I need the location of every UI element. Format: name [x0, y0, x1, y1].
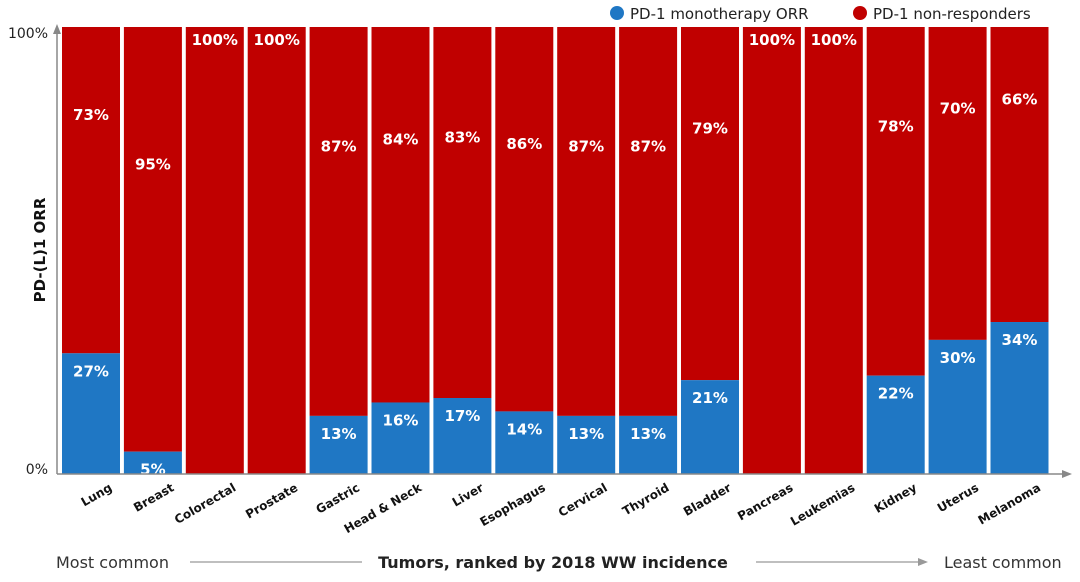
value-label-orr-kidney: 22% [878, 385, 914, 403]
y-tick-top: 100% [8, 26, 48, 42]
bar-non-responders-prostate [247, 27, 306, 474]
bar-orr-lung [62, 353, 120, 474]
bar-non-responders-esophagus [495, 27, 554, 412]
y-tick-bottom: 0% [26, 462, 48, 478]
legend-label-non-responders: PD-1 non-responders [873, 5, 1031, 23]
value-label-non-responders-thyroid: 87% [630, 137, 666, 155]
value-label-orr-breast: 5% [140, 461, 165, 479]
category-label-cervical: Cervical [556, 480, 610, 519]
value-label-orr-lung: 27% [73, 362, 109, 380]
value-label-orr-thyroid: 13% [630, 425, 666, 443]
value-label-non-responders-lung: 73% [73, 106, 109, 124]
category-label-colorectal: Colorectal [172, 480, 238, 526]
value-label-non-responders-colorectal: 100% [192, 31, 238, 49]
bar-orr-breast [123, 451, 182, 474]
x-note-arrowhead [918, 558, 928, 566]
value-label-non-responders-pancreas: 100% [749, 31, 795, 49]
bar-orr-melanoma [990, 322, 1049, 474]
value-label-non-responders-liver: 83% [444, 129, 480, 147]
value-label-orr-gastric: 13% [321, 425, 357, 443]
value-label-orr-head-neck: 16% [383, 411, 419, 429]
bar-non-responders-thyroid [619, 27, 678, 416]
category-label-thyroid: Thyroid [620, 480, 672, 518]
category-label-breast: Breast [131, 480, 176, 514]
value-label-non-responders-kidney: 78% [878, 117, 914, 135]
bar-non-responders-uterus [928, 27, 987, 340]
bar-non-responders-colorectal [185, 27, 244, 474]
bar-orr-bladder [681, 380, 739, 474]
value-label-non-responders-head-neck: 84% [383, 131, 419, 149]
value-label-non-responders-uterus: 70% [940, 99, 976, 117]
value-label-orr-bladder: 21% [692, 389, 728, 407]
bar-orr-kidney [866, 375, 925, 474]
bars: 27% 73% 5% 95% 100% 100% 13% 87% 16% 84% 17% 83% 14%… [62, 27, 1049, 479]
category-label-prostate: Prostate [243, 480, 300, 521]
bar-orr-gastric [309, 415, 368, 474]
bar-non-responders-leukemias [804, 27, 863, 474]
bar-non-responders-kidney [866, 27, 925, 376]
x-note-left: Most common [56, 553, 169, 572]
bar-non-responders-liver [433, 27, 492, 399]
x-axis-arrow [1062, 470, 1072, 478]
legend-marker-orr [610, 6, 624, 20]
value-label-non-responders-melanoma: 66% [1002, 91, 1038, 109]
value-label-non-responders-gastric: 87% [321, 137, 357, 155]
category-label-lung: Lung [79, 480, 115, 509]
category-label-liver: Liver [450, 480, 486, 509]
bar-non-responders-melanoma [990, 27, 1049, 323]
category-label-gastric: Gastric [314, 480, 363, 516]
bar-orr-cervical [557, 415, 616, 474]
bar-non-responders-cervical [557, 27, 616, 416]
legend: PD-1 monotherapy ORR PD-1 non-responders [610, 5, 1031, 23]
category-label-pancreas: Pancreas [735, 480, 795, 523]
bar-orr-uterus [928, 339, 987, 474]
x-note-right: Least common [944, 553, 1062, 572]
y-axis-title: PD-(L)1 ORR [31, 197, 49, 302]
legend-marker-non-responders [853, 6, 867, 20]
bar-orr-thyroid [619, 415, 678, 474]
bar-orr-liver [433, 398, 492, 474]
bar-non-responders-pancreas [742, 27, 801, 474]
value-label-non-responders-prostate: 100% [254, 31, 300, 49]
value-label-orr-esophagus: 14% [506, 420, 542, 438]
value-label-orr-cervical: 13% [568, 425, 604, 443]
value-label-orr-uterus: 30% [940, 349, 976, 367]
value-label-orr-melanoma: 34% [1002, 331, 1038, 349]
value-label-non-responders-cervical: 87% [568, 137, 604, 155]
value-label-non-responders-esophagus: 86% [506, 135, 542, 153]
value-label-non-responders-breast: 95% [135, 155, 171, 173]
category-label-kidney: Kidney [872, 480, 919, 515]
category-label-uterus: Uterus [935, 480, 981, 515]
value-label-non-responders-leukemias: 100% [811, 31, 857, 49]
bar-non-responders-lung [62, 27, 120, 354]
bar-non-responders-breast [123, 27, 182, 452]
category-label-melanoma: Melanoma [976, 480, 1043, 527]
legend-label-orr: PD-1 monotherapy ORR [630, 5, 809, 23]
bar-non-responders-head-neck [371, 27, 430, 403]
y-axis-arrow [53, 24, 61, 34]
value-label-non-responders-bladder: 79% [692, 120, 728, 138]
bar-non-responders-bladder [681, 27, 739, 381]
category-label-leukemias: Leukemias [788, 480, 857, 528]
bar-orr-esophagus [495, 411, 554, 474]
category-label-esophagus: Esophagus [477, 480, 547, 529]
category-label-bladder: Bladder [681, 480, 734, 518]
bar-orr-head-neck [371, 402, 430, 474]
x-axis-title: Tumors, ranked by 2018 WW incidence [378, 553, 728, 572]
bar-non-responders-gastric [309, 27, 368, 416]
value-label-orr-liver: 17% [444, 407, 480, 425]
